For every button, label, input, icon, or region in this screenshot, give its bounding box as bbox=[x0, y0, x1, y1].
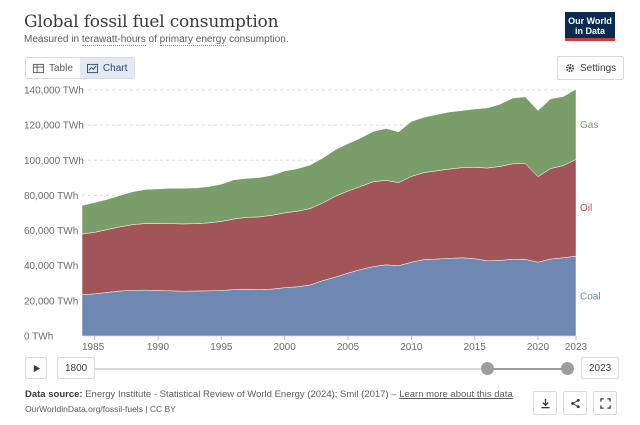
learn-more-link[interactable]: Learn more about this data bbox=[399, 389, 513, 400]
timeline-start-handle[interactable] bbox=[481, 362, 494, 375]
y-tick-label: 40,000 TWh bbox=[24, 261, 78, 272]
chart-icon bbox=[86, 63, 98, 73]
y-tick-label: 120,000 TWh bbox=[24, 121, 84, 132]
logo-line-2: in Data bbox=[574, 26, 605, 36]
y-tick-label: 100,000 TWh bbox=[24, 156, 84, 167]
share-icon bbox=[570, 398, 580, 408]
y-tick-label: 80,000 TWh bbox=[24, 191, 78, 202]
y-tick-label: 60,000 TWh bbox=[24, 226, 78, 237]
metric-link[interactable]: primary energy bbox=[159, 34, 227, 46]
settings-button[interactable]: Settings bbox=[557, 56, 625, 80]
tab-chart-label: Chart bbox=[102, 62, 128, 74]
series-label-coal: Coal bbox=[580, 292, 601, 303]
x-tick-label: 2005 bbox=[337, 342, 360, 353]
series-label-oil: Oil bbox=[580, 203, 592, 214]
tab-table-label: Table bbox=[49, 62, 73, 74]
y-tick-label: 140,000 TWh bbox=[24, 86, 84, 97]
unit-link[interactable]: terawatt-hours bbox=[81, 34, 146, 46]
owid-logo[interactable]: Our World in Data bbox=[565, 12, 615, 41]
subtitle-middle: of bbox=[145, 34, 160, 45]
share-button[interactable] bbox=[563, 391, 587, 415]
timeline-end-year[interactable]: 2023 bbox=[581, 357, 620, 379]
y-tick-label: 0 TWh bbox=[24, 332, 53, 343]
x-tick-label: 2000 bbox=[274, 342, 297, 353]
fullscreen-button[interactable] bbox=[593, 391, 617, 415]
x-tick-label: 1995 bbox=[210, 342, 233, 353]
download-icon bbox=[540, 398, 550, 408]
x-tick-label: 2010 bbox=[400, 342, 423, 353]
x-tick-label: 2023 bbox=[565, 342, 588, 353]
view-tabs: Table Chart bbox=[25, 57, 136, 79]
fullscreen-icon bbox=[599, 397, 611, 409]
source-text: Energy Institute - Statistical Review of… bbox=[82, 389, 400, 400]
y-tick-label: 20,000 TWh bbox=[24, 296, 78, 307]
timeline-start-year[interactable]: 1800 bbox=[57, 357, 96, 379]
tab-table[interactable]: Table bbox=[26, 58, 80, 78]
stacked-area-chart: 0 TWh 20,000 TWh 40,000 TWh 60,000 TWh 80,00… bbox=[24, 86, 601, 354]
series-label-gas: Gas bbox=[580, 120, 598, 131]
tab-chart[interactable]: Chart bbox=[79, 58, 135, 78]
source-label: Data source: bbox=[25, 389, 83, 400]
chart-title: Global fossil fuel consumption bbox=[24, 12, 279, 32]
timeline-end-handle[interactable] bbox=[561, 362, 574, 375]
logo-line-1: Our World bbox=[568, 16, 612, 26]
x-tick-label: 2015 bbox=[464, 342, 487, 353]
table-icon bbox=[33, 63, 44, 73]
area-gas bbox=[81, 88, 577, 235]
x-tick-label: 1990 bbox=[147, 342, 170, 353]
play-button[interactable] bbox=[25, 357, 47, 379]
chart-subtitle: Measured in terawatt-hours of primary en… bbox=[24, 34, 289, 46]
x-tick-label: 1985 bbox=[82, 342, 105, 353]
settings-label: Settings bbox=[580, 62, 617, 74]
timeline-track[interactable] bbox=[94, 368, 570, 370]
source-url: OurWorldinData.org/fossil-fuels | CC BY bbox=[25, 404, 176, 414]
x-tick-label: 2020 bbox=[527, 342, 550, 353]
download-button[interactable] bbox=[533, 391, 557, 415]
subtitle-prefix: Measured in bbox=[24, 34, 82, 45]
data-source: Data source: Energy Institute - Statisti… bbox=[25, 389, 513, 400]
subtitle-suffix: consumption. bbox=[226, 34, 289, 45]
timeline-selected-range bbox=[487, 368, 567, 370]
play-icon bbox=[33, 364, 40, 372]
gear-icon bbox=[565, 63, 575, 73]
